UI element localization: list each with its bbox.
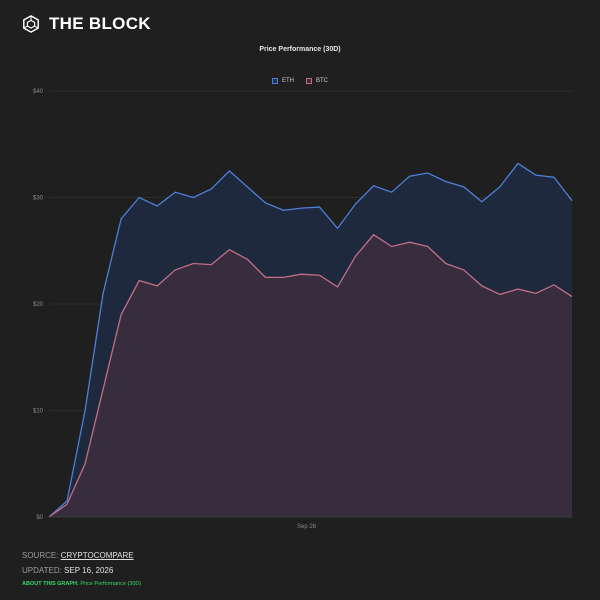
legend-swatch-eth — [272, 78, 278, 84]
legend-label-btc: BTC — [316, 78, 328, 84]
brand-name: THE BLOCK — [49, 14, 151, 33]
footer: SOURCE: CRYPTOCOMPARE UPDATED: SEP 16, 2… — [22, 551, 141, 593]
y-tick-label: $10 — [33, 409, 44, 415]
y-tick-label: $20 — [33, 302, 44, 308]
brand: THE BLOCK — [22, 14, 151, 34]
series-line-btc — [48, 233, 573, 518]
series-line-eth — [48, 162, 573, 518]
legend-item-eth[interactable]: ETH — [272, 78, 294, 84]
chart-legend: ETH BTC — [0, 78, 600, 84]
updated-row: UPDATED: SEP 16, 2026 — [22, 566, 141, 575]
about-value: Price Performance (30D) — [80, 581, 142, 587]
legend-label-eth: ETH — [282, 78, 294, 84]
source-link[interactable]: CRYPTOCOMPARE — [60, 551, 134, 560]
chart-title: Price Performance (30D) — [259, 46, 341, 53]
about-label: ABOUT THIS GRAPH: — [22, 581, 79, 587]
legend-item-btc[interactable]: BTC — [306, 78, 328, 84]
y-tick-label: $30 — [33, 196, 44, 202]
x-tick-label: Sep 26 — [297, 524, 317, 530]
y-tick-label: $0 — [36, 515, 43, 521]
updated-label: UPDATED: — [22, 566, 62, 575]
source-label: SOURCE: — [22, 551, 59, 560]
y-tick-label: $40 — [33, 89, 44, 95]
area-fill-btc — [49, 234, 572, 517]
updated-value: SEP 16, 2026 — [64, 566, 114, 575]
legend-swatch-btc — [306, 78, 312, 84]
the-block-logo-icon — [23, 15, 39, 33]
about-row: ABOUT THIS GRAPH: Price Performance (30D… — [22, 581, 141, 587]
source-row: SOURCE: CRYPTOCOMPARE — [22, 551, 141, 560]
